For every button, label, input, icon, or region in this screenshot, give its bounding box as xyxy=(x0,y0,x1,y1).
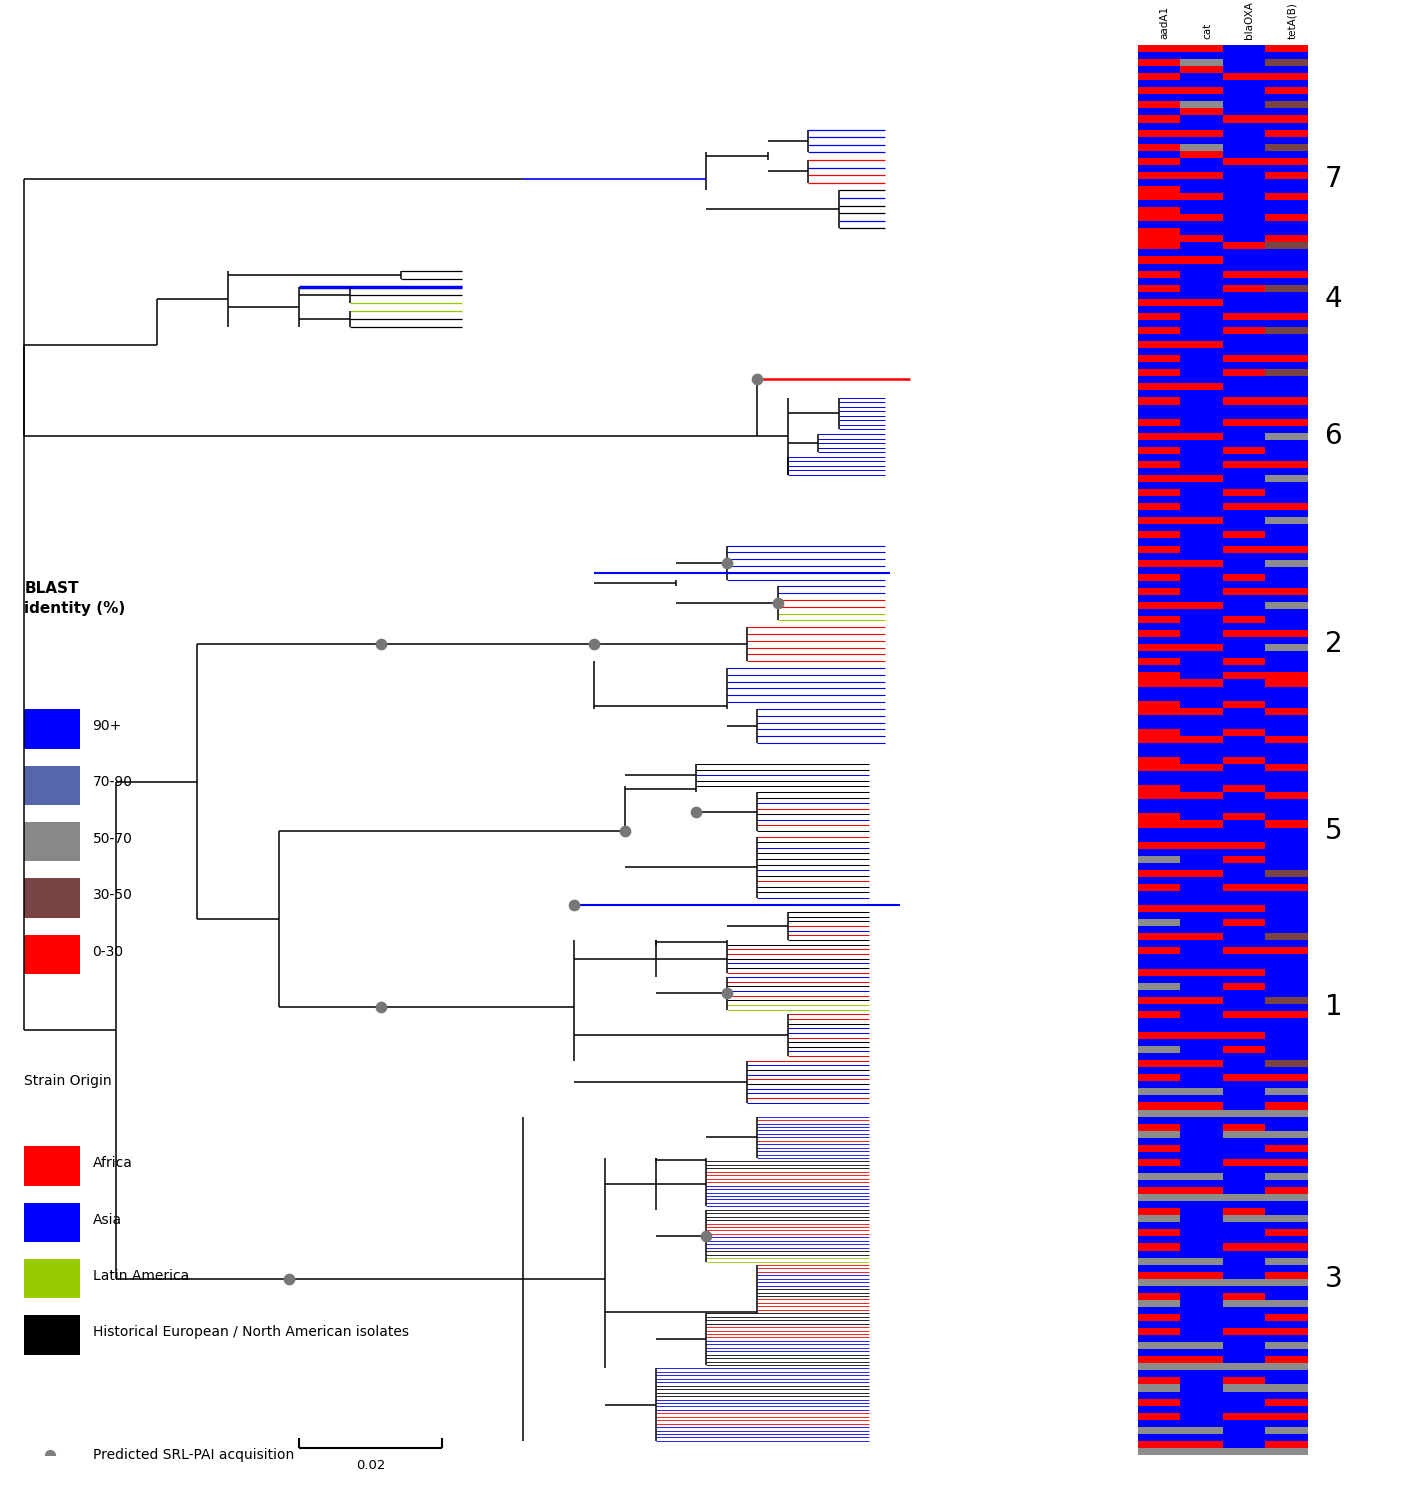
Text: Predicted SRL-PAI acquisition: Predicted SRL-PAI acquisition xyxy=(92,1448,294,1462)
FancyBboxPatch shape xyxy=(24,710,81,748)
Text: 6: 6 xyxy=(1325,423,1342,450)
Point xyxy=(277,1266,300,1290)
Text: Historical European / North American isolates: Historical European / North American iso… xyxy=(92,1326,409,1340)
Point xyxy=(369,633,392,657)
Text: 5: 5 xyxy=(1325,818,1342,844)
FancyBboxPatch shape xyxy=(24,822,81,861)
Text: 90+: 90+ xyxy=(92,718,122,734)
Point xyxy=(583,633,605,657)
Text: 1: 1 xyxy=(1325,993,1342,1022)
Text: 4: 4 xyxy=(1325,285,1342,314)
Point xyxy=(715,550,738,574)
Text: Africa: Africa xyxy=(92,1156,133,1170)
Text: BLAST
identity (%): BLAST identity (%) xyxy=(24,580,126,615)
Text: 0-30: 0-30 xyxy=(92,945,123,958)
Point xyxy=(369,996,392,1020)
Text: 3: 3 xyxy=(1325,1264,1342,1293)
Point xyxy=(766,591,789,615)
Text: aadA1: aadA1 xyxy=(1159,6,1169,39)
Text: Asia: Asia xyxy=(92,1212,122,1227)
Text: 7: 7 xyxy=(1325,165,1342,194)
Point xyxy=(563,892,585,916)
FancyBboxPatch shape xyxy=(24,934,81,974)
FancyBboxPatch shape xyxy=(24,1316,81,1354)
Text: 2: 2 xyxy=(1325,630,1342,658)
Text: cat: cat xyxy=(1202,22,1212,39)
Text: 70-90: 70-90 xyxy=(92,776,133,789)
FancyBboxPatch shape xyxy=(24,765,81,806)
Text: 30-50: 30-50 xyxy=(92,888,133,902)
Point xyxy=(715,981,738,1005)
FancyBboxPatch shape xyxy=(24,1203,81,1242)
FancyBboxPatch shape xyxy=(24,1258,81,1299)
Text: blaOXA: blaOXA xyxy=(1244,2,1254,39)
Point xyxy=(684,800,707,824)
Point xyxy=(614,819,636,843)
Text: 0.02: 0.02 xyxy=(356,1460,385,1472)
Text: Strain Origin: Strain Origin xyxy=(24,1074,112,1089)
Text: 50-70: 50-70 xyxy=(92,833,133,846)
Point xyxy=(696,1224,718,1248)
Point xyxy=(38,1443,61,1467)
Point xyxy=(747,368,769,392)
Text: Latin America: Latin America xyxy=(92,1269,189,1282)
Text: tetA(B): tetA(B) xyxy=(1287,3,1297,39)
FancyBboxPatch shape xyxy=(24,1146,81,1185)
FancyBboxPatch shape xyxy=(24,879,81,918)
